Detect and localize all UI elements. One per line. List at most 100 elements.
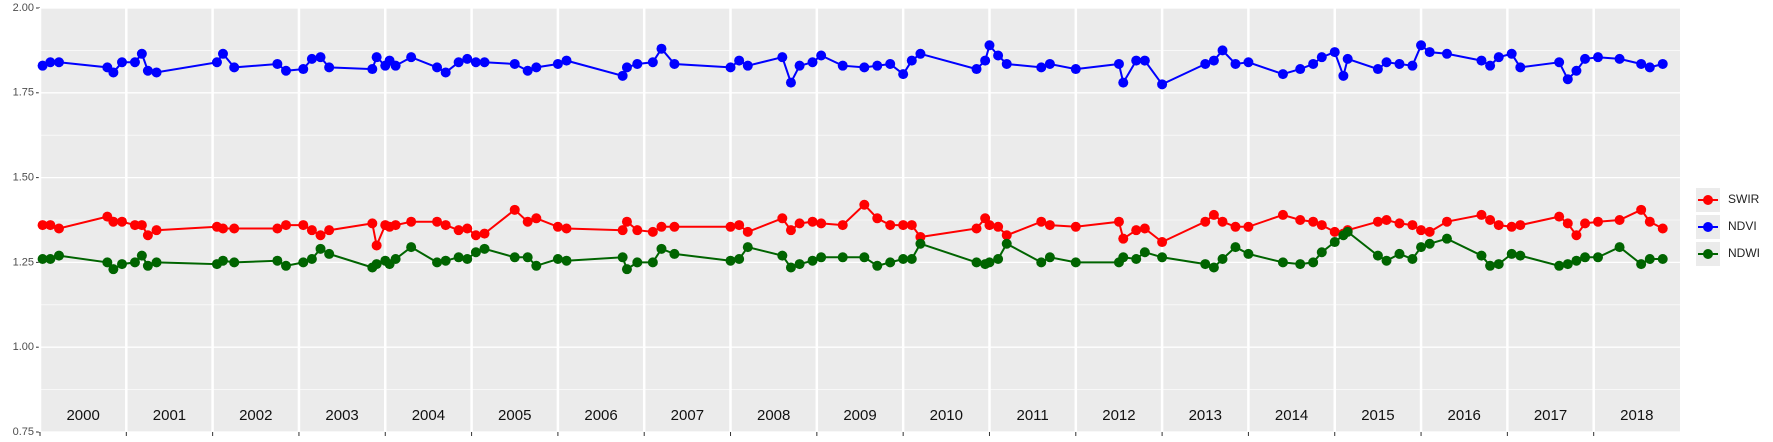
data-point (971, 257, 982, 268)
data-point (837, 60, 848, 71)
x-tick-label: 2018 (1620, 407, 1653, 424)
x-tick-label: 2006 (584, 407, 617, 424)
data-point (980, 55, 991, 66)
data-point (1208, 55, 1219, 66)
data-point (1424, 47, 1435, 58)
data-point (117, 259, 127, 270)
x-tick-label: 2001 (153, 407, 186, 424)
data-point (509, 252, 520, 263)
x-tick-label: 2004 (412, 407, 445, 424)
data-point (1493, 52, 1504, 63)
x-tick-label: 2017 (1534, 407, 1567, 424)
data-point (462, 254, 473, 265)
x-tick-label: 2002 (239, 407, 272, 424)
data-point (1316, 220, 1327, 231)
data-point (906, 254, 917, 265)
data-point (1506, 48, 1517, 59)
data-point (108, 264, 119, 275)
x-tick-label: 2003 (325, 407, 358, 424)
data-point (1295, 215, 1306, 225)
data-point (432, 62, 443, 73)
legend-label: SWIR (1728, 192, 1760, 206)
data-point (1493, 259, 1504, 270)
data-point (509, 204, 520, 215)
data-point (53, 57, 64, 68)
data-point (432, 216, 443, 227)
legend-point (1703, 195, 1713, 205)
data-point (1506, 221, 1517, 232)
data-point (742, 242, 753, 253)
data-point (306, 225, 317, 236)
data-point (872, 60, 883, 71)
data-point (552, 221, 563, 232)
data-point (151, 67, 162, 78)
data-point (479, 243, 490, 254)
data-point (632, 225, 643, 236)
data-point (37, 220, 48, 231)
data-point (561, 255, 572, 266)
data-point (669, 58, 680, 69)
data-point (725, 62, 736, 73)
data-point (1036, 257, 1047, 268)
data-point (1070, 257, 1081, 268)
data-point (1644, 254, 1655, 265)
legend-point (1703, 222, 1713, 232)
data-point (1636, 58, 1647, 69)
data-point (1001, 58, 1012, 69)
data-point (837, 252, 848, 263)
data-point (1515, 220, 1526, 231)
data-point (617, 225, 628, 236)
data-point (136, 250, 147, 261)
data-point (1381, 255, 1392, 266)
data-point (656, 243, 667, 254)
data-point (1217, 45, 1228, 56)
data-point (1157, 79, 1168, 90)
data-point (807, 216, 818, 227)
data-point (1416, 242, 1427, 253)
data-point (1644, 62, 1655, 73)
data-point (647, 57, 658, 68)
data-point (1441, 216, 1452, 227)
data-point (1243, 221, 1254, 232)
data-point (1476, 55, 1487, 66)
data-point (1139, 223, 1150, 234)
data-point (993, 50, 1004, 61)
data-point (898, 69, 909, 80)
data-point (1342, 226, 1353, 237)
data-point (561, 55, 572, 66)
data-point (324, 225, 335, 236)
data-point (1329, 47, 1340, 58)
data-point (1316, 52, 1327, 63)
data-point (1407, 254, 1418, 265)
data-point (669, 221, 680, 232)
data-point (1277, 257, 1288, 268)
data-point (915, 238, 926, 249)
data-point (45, 220, 56, 231)
data-point (324, 62, 335, 73)
data-point (390, 60, 401, 71)
data-point (272, 255, 283, 266)
data-point (1476, 250, 1487, 261)
data-point (1200, 259, 1211, 270)
data-point (1441, 48, 1452, 59)
data-point (1316, 247, 1327, 258)
data-point (142, 230, 153, 241)
data-point (816, 218, 827, 229)
data-point (1554, 260, 1565, 271)
data-point (632, 257, 643, 268)
data-point (440, 255, 451, 266)
data-point (1636, 259, 1647, 270)
data-point (1485, 215, 1496, 225)
data-point (669, 248, 680, 259)
data-point (522, 65, 533, 76)
data-point (281, 220, 291, 231)
data-point (993, 254, 1004, 265)
data-point (102, 257, 113, 268)
data-point (53, 223, 64, 234)
data-point (837, 220, 848, 231)
data-point (1036, 62, 1047, 73)
data-point (1407, 220, 1418, 231)
data-point (872, 260, 883, 271)
data-point (1308, 58, 1319, 69)
data-point (1230, 221, 1241, 232)
